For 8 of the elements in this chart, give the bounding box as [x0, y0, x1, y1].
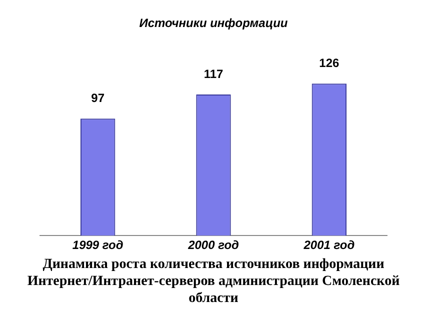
text: Динамика роста количества источников информации Интернет/Интранет-серверов администрации Смоленской области	[26, 256, 401, 307]
data-label: 126	[319, 56, 340, 70]
chart-title: Источники информации	[138, 15, 289, 32]
data-label: 117	[204, 66, 224, 81]
x-tick-label: 1999 год	[72, 238, 124, 252]
x-tick-label: 2001 год	[302, 238, 355, 252]
data-label: 97	[91, 90, 105, 105]
x-tick-label: 2000 год	[187, 238, 239, 252]
